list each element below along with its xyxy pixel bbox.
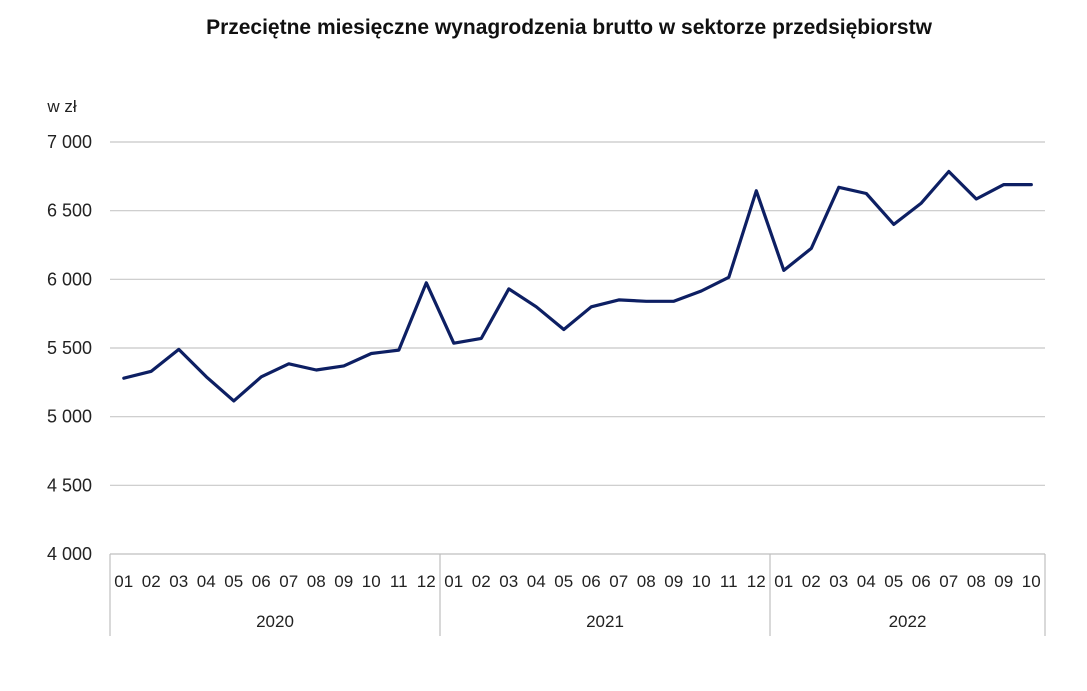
year-label: 2020	[256, 612, 294, 631]
x-tick-label: 11	[720, 572, 738, 591]
x-tick-label: 02	[472, 572, 491, 591]
x-tick-label: 08	[967, 572, 986, 591]
y-axis-ticks: 4 000 4 500 5 000 5 500 6 000 6 500 7 000	[47, 132, 92, 564]
x-axis: 01 02 03 04 05 06 07 08 09 10 11 12 01 02 03 04 05 06 07 08…	[109, 553, 1046, 636]
x-tick-label: 06	[912, 572, 931, 591]
x-tick-label: 05	[884, 572, 903, 591]
x-tick-label: 07	[939, 572, 958, 591]
y-axis-unit-label: w zł	[46, 97, 77, 116]
x-tick-label: 01	[774, 572, 793, 591]
x-tick-label: 10	[1022, 572, 1041, 591]
x-tick-label: 06	[582, 572, 601, 591]
series-line	[122, 169, 1033, 403]
y-tick-label: 4 500	[47, 475, 92, 495]
year-label: 2021	[586, 612, 624, 631]
x-tick-label: 01	[114, 572, 133, 591]
x-tick-label: 02	[142, 572, 161, 591]
x-tick-label: 02	[802, 572, 821, 591]
x-tick-label: 09	[334, 572, 353, 591]
x-tick-label: 08	[637, 572, 656, 591]
x-tick-label: 04	[197, 572, 216, 591]
x-tick-label: 07	[609, 572, 628, 591]
x-tick-label: 12	[747, 572, 766, 591]
y-tick-label: 4 000	[47, 544, 92, 564]
y-tick-label: 5 000	[47, 407, 92, 427]
y-tick-label: 5 500	[47, 338, 92, 358]
x-tick-label: 01	[444, 572, 463, 591]
gridlines	[110, 141, 1045, 486]
x-tick-label: 12	[417, 572, 436, 591]
x-tick-label: 03	[499, 572, 518, 591]
x-tick-label: 05	[224, 572, 243, 591]
x-tick-label: 09	[994, 572, 1013, 591]
x-tick-label: 11	[390, 572, 408, 591]
x-tick-label: 10	[362, 572, 381, 591]
x-tick-label: 03	[829, 572, 848, 591]
x-tick-label: 08	[307, 572, 326, 591]
y-tick-label: 7 000	[47, 132, 92, 152]
x-tick-label: 04	[527, 572, 546, 591]
year-label: 2022	[889, 612, 927, 631]
x-tick-label: 07	[279, 572, 298, 591]
y-tick-label: 6 500	[47, 201, 92, 221]
x-tick-label: 03	[169, 572, 188, 591]
y-tick-label: 6 000	[47, 269, 92, 289]
x-tick-label: 10	[692, 572, 711, 591]
x-tick-label: 05	[554, 572, 573, 591]
x-tick-label: 09	[664, 572, 683, 591]
x-tick-label: 06	[252, 572, 271, 591]
series-layer	[122, 169, 1033, 403]
chart-title: Przeciętne miesięczne wynagrodzenia brut…	[206, 16, 933, 39]
x-tick-label: 04	[857, 572, 876, 591]
